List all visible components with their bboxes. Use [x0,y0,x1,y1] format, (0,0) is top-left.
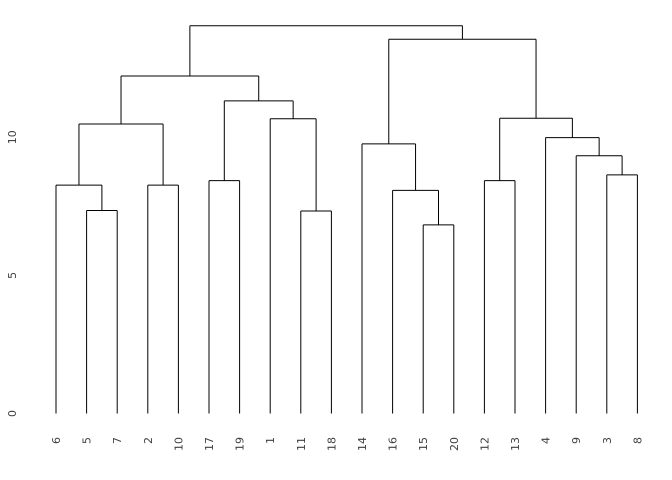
leaf-label: 3 [601,437,614,444]
leaf-label: 17 [203,437,216,451]
leaf-label: 16 [387,437,400,451]
leaf-label: 8 [631,437,644,444]
leaf-label: 5 [81,437,94,444]
leaf-label: 1 [264,437,277,444]
leaf-label: 13 [509,437,522,451]
leaf-label: 6 [50,437,63,444]
leaf-label: 2 [142,437,155,444]
y-tick-label: 10 [6,130,19,144]
leaf-label: 4 [540,437,553,444]
leaf-label: 19 [234,437,247,451]
leaf-label: 10 [172,437,185,451]
leaf-label: 7 [111,437,124,444]
leaf-label: 9 [570,437,583,444]
y-tick-label: 5 [6,272,19,279]
leaf-label: 14 [356,437,369,451]
leaf-label: 18 [325,437,338,451]
leaf-label: 20 [448,437,461,451]
y-tick-label: 0 [6,410,19,417]
leaf-label: 11 [295,437,308,451]
leaf-label: 15 [417,437,430,451]
leaf-label: 12 [478,437,491,451]
